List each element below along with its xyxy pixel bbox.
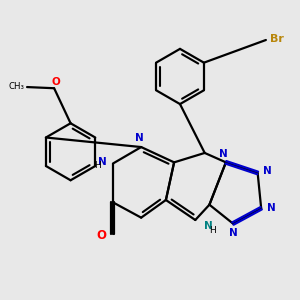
Text: N: N xyxy=(219,149,228,159)
Text: N: N xyxy=(135,134,144,143)
Text: H: H xyxy=(94,161,101,170)
Text: N: N xyxy=(98,157,106,167)
Text: N: N xyxy=(204,221,212,231)
Text: N: N xyxy=(267,203,275,213)
Text: Br: Br xyxy=(270,34,284,44)
Text: CH₃: CH₃ xyxy=(9,82,25,91)
Text: O: O xyxy=(96,229,106,242)
Text: N: N xyxy=(229,228,237,238)
Text: H: H xyxy=(210,226,216,235)
Text: O: O xyxy=(51,77,60,87)
Text: N: N xyxy=(263,166,272,176)
